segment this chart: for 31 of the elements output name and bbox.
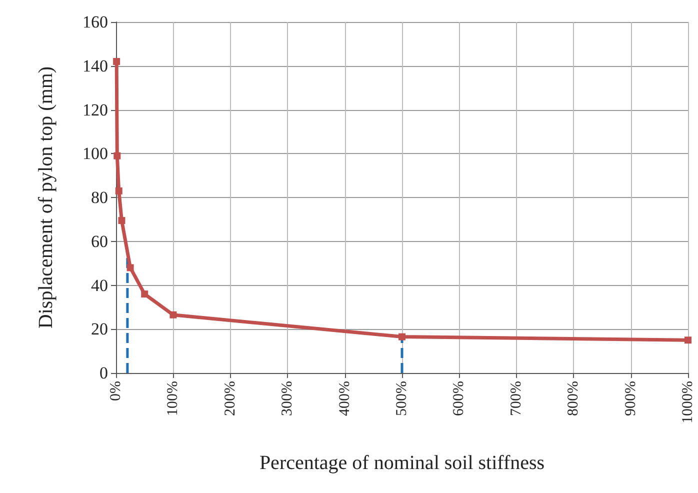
x-tick-label: 0% xyxy=(108,381,124,401)
y-tick-label: 140 xyxy=(82,56,108,76)
x-tick-label: 600% xyxy=(451,381,468,416)
point xyxy=(126,264,134,272)
y-tick-label: 160 xyxy=(82,12,108,32)
x-tick-label: 800% xyxy=(566,381,582,416)
x-axis-title: Percentage of nominal soil stiffness xyxy=(259,452,545,474)
point xyxy=(398,333,406,340)
point xyxy=(684,336,692,344)
y-axis-title: Displacement of pylon top (mm) xyxy=(35,66,57,329)
point xyxy=(113,58,120,65)
point xyxy=(115,187,122,194)
x-tick-label: 500% xyxy=(394,381,410,416)
x-tick-label: 100% xyxy=(165,381,182,416)
y-tick-label: 100 xyxy=(82,144,108,164)
point xyxy=(170,311,177,318)
x-tick-label: 300% xyxy=(280,381,296,416)
y-tick-label: 60 xyxy=(91,232,108,251)
point xyxy=(118,217,126,224)
point xyxy=(114,152,121,160)
y-tick-label: 80 xyxy=(91,188,108,207)
x-tick-label: 400% xyxy=(336,381,353,416)
point xyxy=(141,290,148,298)
y-tick-label: 40 xyxy=(91,276,108,295)
y-tick-label: 0 xyxy=(100,364,108,382)
y-tick-label: 20 xyxy=(91,320,108,339)
x-tick-label: 900% xyxy=(622,381,639,416)
x-tick-label: 1000% xyxy=(680,381,696,424)
x-tick-label: 200% xyxy=(222,381,238,416)
x-tick-label: 700% xyxy=(508,381,524,416)
y-tick-label: 120 xyxy=(82,100,108,120)
